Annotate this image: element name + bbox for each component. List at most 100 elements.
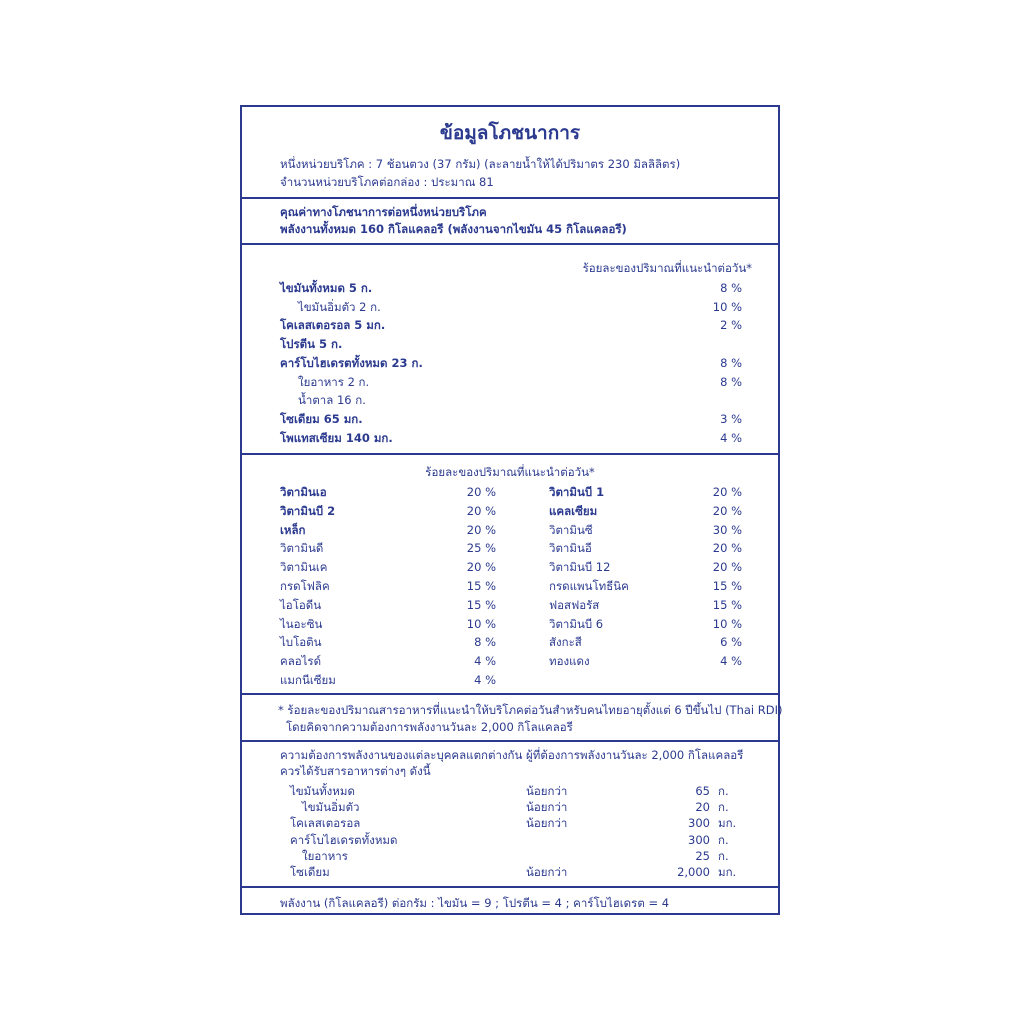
label-title: ข้อมูลโภชนาการ (439, 122, 581, 144)
micro-percent: 4 % (474, 673, 496, 687)
guidance-line1: ความต้องการพลังงานของแต่ละบุคคลแตกต่างกั… (280, 748, 744, 762)
micro-percent: 8 % (474, 635, 496, 650)
micro-label: วิตามินบี 12 (549, 560, 611, 575)
micro-percent: 20 % (466, 522, 496, 537)
footnote-section: * ร้อยละของปริมาณสารอาหารที่แนะนำให้บริโ… (242, 695, 782, 742)
micro-percent: 10 % (712, 616, 742, 631)
micros-section: ร้อยละของปริมาณที่แนะนำต่อวัน* วิตามินเอ… (242, 455, 778, 695)
energy-factors-section: พลังงาน (กิโลแคลอรี) ต่อกรัม : ไขมัน = 9… (242, 888, 778, 915)
guidance-amount: 300 (688, 816, 710, 831)
per-serving-section: คุณค่าทางโภชนาการต่อหนึ่งหน่วยบริโภค พลั… (242, 199, 778, 245)
guidance-unit: ก. (718, 832, 729, 847)
guidance-qualifier: น้อยกว่า (526, 784, 568, 798)
guidance-qualifier: น้อยกว่า (526, 800, 568, 815)
footnote-line2: โดยคิดจากความต้องการพลังงานวันละ 2,000 ก… (286, 720, 573, 734)
energy-factors: พลังงาน (กิโลแคลอรี) ต่อกรัม : ไขมัน = 9… (280, 896, 670, 910)
total-energy: พลังงานทั้งหมด 160 กิโลแคลอรี (พลังงานจา… (280, 222, 627, 236)
macro-label: โปรตีน 5 ก. (280, 337, 343, 352)
guidance-unit: ก. (718, 800, 729, 815)
micro-label: ไอโอดีน (280, 597, 322, 612)
micro-percent: 20 % (466, 560, 496, 575)
micro-label: ไนอะซิน (280, 616, 323, 631)
micro-label: วิตามินบี 6 (549, 616, 604, 631)
macro-percent: 8 % (720, 355, 742, 370)
guidance-unit: มก. (718, 816, 737, 831)
micro-percent: 25 % (466, 541, 496, 556)
micro-label: กรดแพนโทธีนิค (549, 579, 629, 593)
guidance-amount: 65 (695, 784, 710, 798)
macros-section: ร้อยละของปริมาณที่แนะนำต่อวัน* ไขมันทั้ง… (242, 245, 778, 455)
micro-label: แมกนีเซียม (280, 673, 336, 687)
guidance-line2: ควรได้รับสารอาหารต่างๆ ดังนี้ (280, 764, 431, 778)
footnote-line1: * ร้อยละของปริมาณสารอาหารที่แนะนำให้บริโ… (278, 703, 783, 717)
micro-percent: 4 % (720, 654, 742, 669)
micro-label: วิตามินซี (549, 522, 593, 537)
header-section: ข้อมูลโภชนาการ หนึ่งหน่วยบริโภค : 7 ช้อน… (242, 107, 778, 199)
micro-percent: 15 % (466, 579, 496, 593)
micro-percent: 30 % (712, 522, 742, 537)
servings-per-pack: จำนวนหน่วยบริโภคต่อกล่อง : ประมาณ 81 (280, 175, 494, 189)
micro-label: ไบโอติน (280, 635, 322, 650)
macro-percent: 10 % (712, 299, 742, 314)
micro-label: แคลเซียม (549, 503, 598, 518)
guidance-qualifier: น้อยกว่า (526, 865, 568, 879)
macro-percent: 4 % (720, 430, 742, 445)
micro-label: ทองแดง (549, 654, 590, 669)
guidance-label: ไขมันอิ่มตัว (302, 800, 360, 815)
macro-label: คาร์โบไฮเดรตทั้งหมด 23 ก. (280, 355, 423, 370)
guidance-unit: ก. (718, 848, 729, 863)
per-serving-heading: คุณค่าทางโภชนาการต่อหนึ่งหน่วยบริโภค (280, 205, 487, 219)
macros-column-header: ร้อยละของปริมาณที่แนะนำต่อวัน* (582, 261, 752, 275)
macro-label: โคเลสเตอรอล 5 มก. (280, 318, 386, 333)
guidance-label: ไขมันทั้งหมด (290, 784, 355, 798)
nutrition-facts-label: ข้อมูลโภชนาการ หนึ่งหน่วยบริโภค : 7 ช้อน… (240, 105, 782, 915)
macro-percent: 8 % (720, 281, 742, 295)
guidance-qualifier: น้อยกว่า (526, 816, 568, 831)
macro-label: น้ำตาล 16 ก. (298, 393, 366, 408)
micro-label: วิตามินอี (549, 541, 592, 556)
micro-label: ฟอสฟอรัส (549, 597, 600, 612)
guidance-section: ความต้องการพลังงานของแต่ละบุคคลแตกต่างกั… (242, 742, 778, 888)
serving-size: หนึ่งหน่วยบริโภค : 7 ช้อนตวง (37 กรัม) (… (280, 157, 681, 171)
micro-percent: 20 % (712, 485, 742, 499)
micro-label: เหล็ก (280, 522, 306, 537)
guidance-label: คาร์โบไฮเดรตทั้งหมด (290, 832, 398, 847)
micro-percent: 20 % (712, 503, 742, 518)
micro-label: คลอไรด์ (280, 654, 322, 669)
guidance-amount: 2,000 (677, 865, 710, 879)
micro-label: วิตามินเอ (280, 485, 327, 499)
micro-label: วิตามินเค (280, 560, 328, 575)
micros-column-header: ร้อยละของปริมาณที่แนะนำต่อวัน* (425, 465, 595, 479)
micro-percent: 20 % (712, 560, 742, 575)
micro-percent: 20 % (712, 541, 742, 556)
guidance-label: โคเลสเตอรอล (290, 816, 361, 831)
macro-label: โซเดียม 65 มก. (280, 411, 363, 426)
guidance-amount: 25 (695, 848, 710, 863)
macro-label: ไขมันทั้งหมด 5 ก. (280, 281, 373, 295)
micro-percent: 4 % (474, 654, 496, 669)
micro-percent: 15 % (712, 597, 742, 612)
guidance-label: ใยอาหาร (302, 848, 348, 863)
micro-percent: 15 % (712, 579, 742, 593)
micro-label: วิตามินบี 1 (549, 485, 605, 499)
macro-percent: 2 % (720, 318, 742, 333)
guidance-amount: 20 (695, 800, 710, 815)
macro-label: ไขมันอิ่มตัว 2 ก. (298, 299, 381, 314)
micro-percent: 6 % (720, 635, 742, 650)
macro-percent: 8 % (720, 374, 742, 389)
micro-label: กรดโฟลิค (280, 579, 330, 593)
guidance-amount: 300 (688, 832, 710, 847)
guidance-unit: มก. (718, 865, 737, 879)
micro-label: สังกะสี (549, 635, 582, 650)
micro-percent: 20 % (466, 485, 496, 499)
micro-percent: 20 % (466, 503, 496, 518)
guidance-unit: ก. (718, 784, 729, 798)
guidance-label: โซเดียม (290, 865, 330, 879)
micro-percent: 10 % (466, 616, 496, 631)
macro-label: โพแทสเซียม 140 มก. (280, 430, 393, 445)
micro-label: วิตามินบี 2 (280, 503, 336, 518)
micro-label: วิตามินดี (280, 541, 324, 556)
micro-percent: 15 % (466, 597, 496, 612)
macro-percent: 3 % (720, 411, 742, 426)
macro-label: ใยอาหาร 2 ก. (298, 374, 370, 389)
